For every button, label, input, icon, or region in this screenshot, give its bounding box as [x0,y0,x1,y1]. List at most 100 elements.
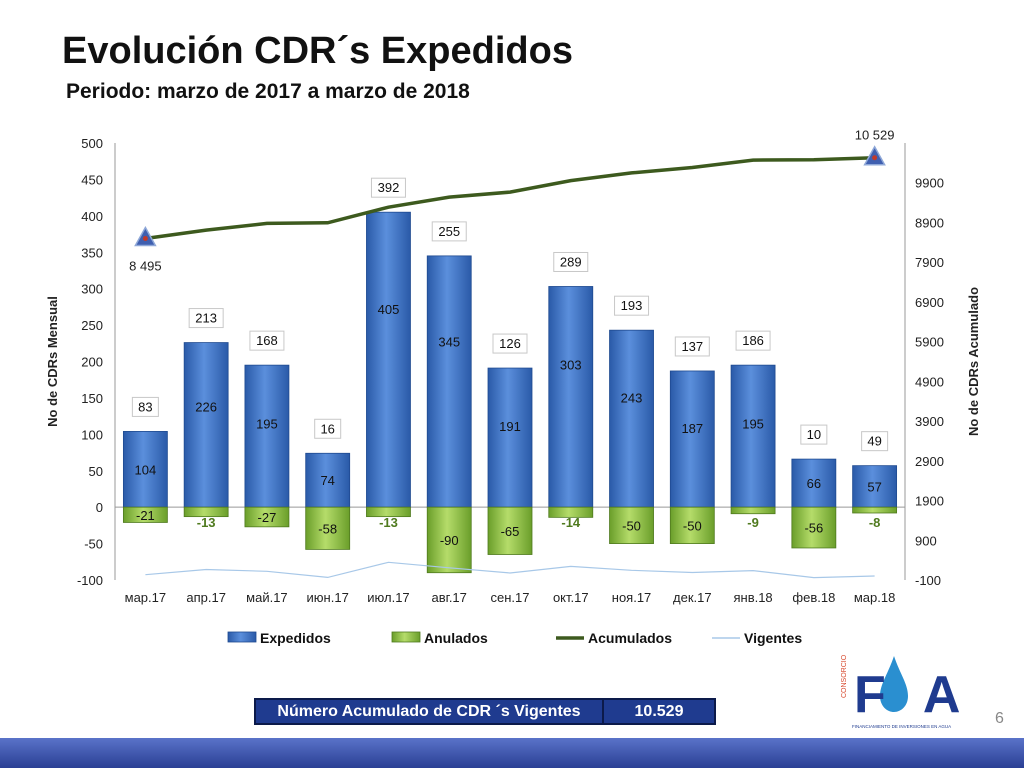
vigentes-data-label: 213 [195,311,217,326]
y-tick-label: 500 [81,136,103,151]
vigentes-data-label: 16 [320,421,334,436]
consorcio-logo: CONSORCIO FA FINANCIAMIENTO DE INVERSION… [841,654,962,729]
y2-tick-label: 5900 [915,335,944,350]
x-tick-label: мар.18 [854,590,895,605]
vigentes-label-box [188,308,224,329]
expedidos-data-label: 226 [195,400,217,415]
slide-title: Evolución CDR´s Expedidos [62,30,573,72]
y2-tick-label: 9900 [915,176,944,191]
expedidos-bar [244,364,290,508]
anulados-bar [183,506,229,518]
y2-tick-label: 1900 [915,494,944,509]
x-tick-label: авг.17 [432,590,467,605]
expedidos-data-label: 66 [807,476,821,491]
expedidos-data-label: 345 [438,335,460,350]
y-tick-label: 200 [81,355,103,370]
expedidos-bar [122,431,168,508]
vigentes-summary-box: Número Acumulado de CDR ´s Vigentes 10.5… [254,698,716,725]
vigentes-data-label: 392 [378,180,400,195]
vigentes-label-box [861,431,889,452]
anulados-data-label: -14 [561,515,581,530]
y2-tick-label: 2900 [915,454,944,469]
y-tick-label: -50 [84,537,103,552]
x-tick-label: июл.17 [367,590,409,605]
legend-swatch [227,631,257,643]
logo-text: FA [854,666,962,724]
anulados-bar [122,506,168,523]
acumulados-line [145,155,875,241]
acumulados-data-label: 10 529 [855,128,895,143]
x-tick-label: дек.17 [673,590,712,605]
vigentes-label-box [249,330,285,351]
x-tick-label: янв.18 [733,590,772,605]
slide-subtitle: Periodo: marzo de 2017 a marzo de 2018 [66,80,470,103]
vigentes-data-label: 186 [742,333,764,348]
expedidos-data-label: 303 [560,358,582,373]
expedidos-data-label: 405 [378,302,400,317]
vigentes-label-box [431,221,467,242]
anulados-bar [366,506,411,518]
vigentes-label-box [735,330,771,351]
x-tick-label: июн.17 [307,590,349,605]
anulados-data-label: -9 [747,515,759,530]
anulados-data-label: -13 [197,515,216,530]
logo-side-text: CONSORCIO [841,654,848,698]
legend-swatch [391,631,421,643]
acumulados-marker-dot [142,236,148,242]
expedidos-bar [183,342,229,508]
expedidos-bar [426,255,472,508]
expedidos-bar [487,367,533,508]
anulados-bar [305,506,351,550]
expedidos-bar [730,364,776,508]
anulados-bar [548,506,594,518]
y2-tick-label: 7900 [915,255,944,270]
anulados-bar [791,506,837,549]
anulados-data-label: -13 [379,515,398,530]
y2-tick-label: 6900 [915,295,944,310]
vigentes-data-label: 137 [681,339,703,354]
anulados-data-label: -8 [869,515,881,530]
y-tick-label: 150 [81,391,103,406]
anulados-bar [669,506,715,544]
anulados-bar [426,506,472,574]
anulados-data-label: -21 [136,508,155,523]
expedidos-data-label: 195 [256,417,278,432]
x-tick-label: окт.17 [553,590,589,605]
anulados-bar [852,506,898,514]
expedidos-data-label: 74 [320,473,334,488]
expedidos-data-label: 187 [681,421,703,436]
anulados-bar [730,506,776,515]
legend-label: Expedidos [260,630,331,646]
vigentes-label-box [131,396,159,417]
anulados-data-label: -56 [804,521,823,536]
expedidos-bar [305,452,351,508]
anulados-data-label: -50 [683,518,702,533]
summary-value: 10.529 [604,698,716,725]
vigentes-data-label: 126 [499,336,521,351]
legend-label: Anulados [424,630,488,646]
legend-label: Vigentes [744,630,802,646]
anulados-data-label: -58 [318,521,337,536]
vigentes-label-box [614,295,650,316]
x-tick-label: фев.18 [792,590,835,605]
y-tick-label: 0 [96,500,103,515]
y-tick-label: 300 [81,282,103,297]
expedidos-bar [609,329,654,508]
y-tick-label: 100 [81,427,103,442]
vigentes-line [145,561,875,579]
vigentes-label-box [492,333,528,354]
logo-caption: FINANCIAMIENTO DE INVERSIONES EN AGUA [852,724,951,729]
y2-tick-label: 4900 [915,374,944,389]
y2-tick-label: -100 [915,573,941,588]
y-tick-label: 350 [81,245,103,260]
water-drop-icon [880,656,908,712]
expedidos-data-label: 191 [499,419,521,434]
x-tick-label: апр.17 [186,590,226,605]
anulados-bar [609,506,654,544]
expedidos-data-label: 104 [135,462,157,477]
vigentes-data-label: 83 [138,399,152,414]
anulados-bar [487,506,533,555]
vigentes-label-box [674,336,710,357]
y-tick-label: 450 [81,172,103,187]
page-number: 6 [995,710,1004,727]
